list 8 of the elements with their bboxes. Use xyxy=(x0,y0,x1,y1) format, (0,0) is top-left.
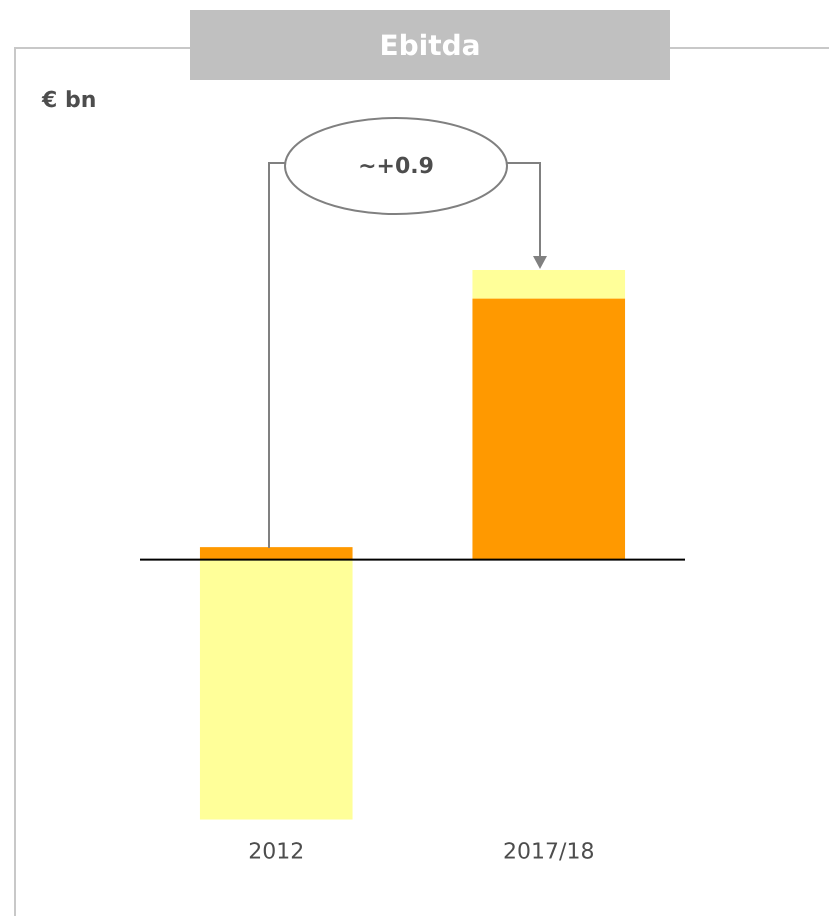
text: ~+0.9 xyxy=(285,118,507,214)
bar xyxy=(472,270,626,299)
bar xyxy=(200,547,353,560)
x-tick-label: 2017/18 xyxy=(503,840,594,865)
text: € bn xyxy=(42,88,96,113)
bar xyxy=(200,560,353,820)
x-tick-label: 2012 xyxy=(248,840,304,865)
chart-title: Ebitda xyxy=(190,10,670,80)
